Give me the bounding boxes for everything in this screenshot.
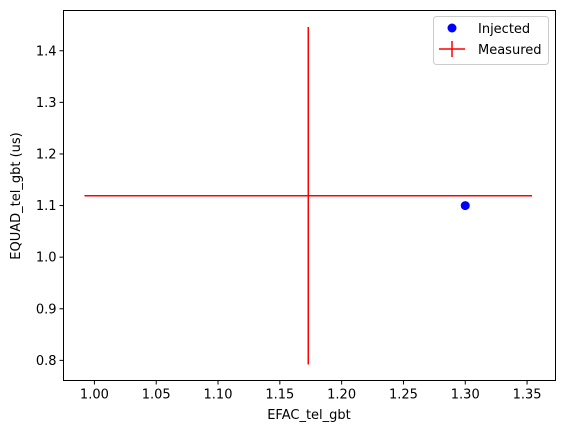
- y-tick-label: 0.8: [36, 354, 57, 369]
- y-tick-label: 0.9: [36, 302, 57, 317]
- plot-frame: [63, 10, 556, 381]
- legend-frame: [433, 16, 549, 65]
- plot-area: [84, 27, 533, 365]
- x-axis-label: EFAC_tel_gbt: [267, 408, 351, 423]
- y-tick-label: 1.0: [36, 251, 57, 266]
- legend-injected-label: Injected: [478, 22, 530, 37]
- legend-measured-label: Measured: [478, 43, 542, 58]
- x-tick-label: 1.00: [80, 388, 109, 403]
- x-tick-label: 1.35: [513, 388, 542, 403]
- x-tick-label: 1.05: [142, 388, 171, 403]
- x-tick-label: 1.20: [327, 388, 356, 403]
- injected-point: [460, 201, 470, 211]
- y-tick-label: 1.4: [36, 44, 57, 59]
- y-tick-label: 1.3: [36, 96, 57, 111]
- x-tick-label: 1.10: [204, 388, 233, 403]
- y-tick-label: 1.2: [36, 147, 57, 162]
- x-tick-label: 1.30: [451, 388, 480, 403]
- legend: Injected Measured: [433, 16, 549, 65]
- y-tick-label: 1.1: [36, 199, 57, 214]
- axis-ticks: 1.00 1.05 1.10 1.15 1.20 1.25 1.30 1.35 0.8 0.9 1.…: [36, 44, 542, 402]
- legend-injected-marker: [447, 23, 457, 33]
- x-tick-label: 1.15: [265, 388, 294, 403]
- x-tick-label: 1.25: [389, 388, 418, 403]
- y-axis-label: EQUAD_tel_gbt (us): [9, 132, 24, 259]
